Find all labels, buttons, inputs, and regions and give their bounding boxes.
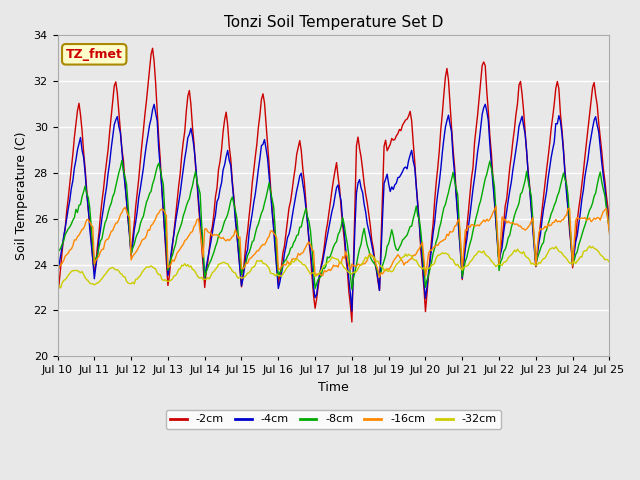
-4cm [481, 101, 489, 107]
-8cm [371, 261, 379, 267]
-16cm [541, 224, 549, 229]
-2cm [54, 293, 61, 299]
-4cm [348, 308, 356, 314]
-32cm [369, 253, 377, 259]
-32cm [158, 276, 166, 282]
-16cm [388, 262, 396, 268]
-32cm [540, 256, 547, 262]
-8cm [118, 157, 125, 163]
-2cm [148, 46, 156, 51]
-4cm [156, 164, 164, 170]
Line: -4cm: -4cm [58, 104, 609, 311]
-4cm [69, 178, 77, 183]
-8cm [605, 227, 613, 232]
-16cm [368, 253, 376, 259]
-8cm [389, 233, 397, 239]
Line: -16cm: -16cm [58, 206, 609, 277]
-8cm [402, 234, 410, 240]
-2cm [69, 151, 77, 157]
-32cm [586, 243, 593, 249]
-2cm [605, 219, 613, 225]
-8cm [541, 230, 549, 236]
-16cm [400, 262, 408, 268]
-32cm [605, 259, 613, 265]
-32cm [57, 285, 65, 291]
-2cm [389, 137, 397, 143]
-32cm [70, 268, 78, 274]
-32cm [400, 254, 408, 260]
-4cm [541, 198, 549, 204]
Line: -8cm: -8cm [58, 160, 609, 289]
-16cm [54, 267, 61, 273]
-2cm [371, 258, 379, 264]
-4cm [400, 165, 408, 171]
-4cm [369, 250, 377, 256]
-16cm [376, 274, 383, 280]
-2cm [348, 319, 356, 325]
-8cm [54, 250, 61, 256]
-32cm [388, 269, 396, 275]
-16cm [605, 231, 613, 237]
-8cm [348, 287, 356, 292]
-2cm [541, 180, 549, 186]
-4cm [388, 184, 396, 190]
-32cm [54, 283, 61, 289]
-8cm [158, 175, 166, 180]
-8cm [69, 217, 77, 223]
-16cm [156, 207, 164, 213]
Y-axis label: Soil Temperature (C): Soil Temperature (C) [15, 132, 28, 260]
Title: Tonzi Soil Temperature Set D: Tonzi Soil Temperature Set D [224, 15, 443, 30]
-2cm [158, 184, 166, 190]
-4cm [605, 228, 613, 234]
X-axis label: Time: Time [318, 381, 349, 394]
-4cm [54, 273, 61, 279]
Text: TZ_fmet: TZ_fmet [66, 48, 123, 61]
-2cm [402, 117, 410, 123]
-16cm [492, 204, 500, 209]
Line: -32cm: -32cm [58, 246, 609, 288]
Legend: -2cm, -4cm, -8cm, -16cm, -32cm: -2cm, -4cm, -8cm, -16cm, -32cm [166, 410, 501, 429]
-16cm [69, 243, 77, 249]
Line: -2cm: -2cm [58, 48, 609, 322]
